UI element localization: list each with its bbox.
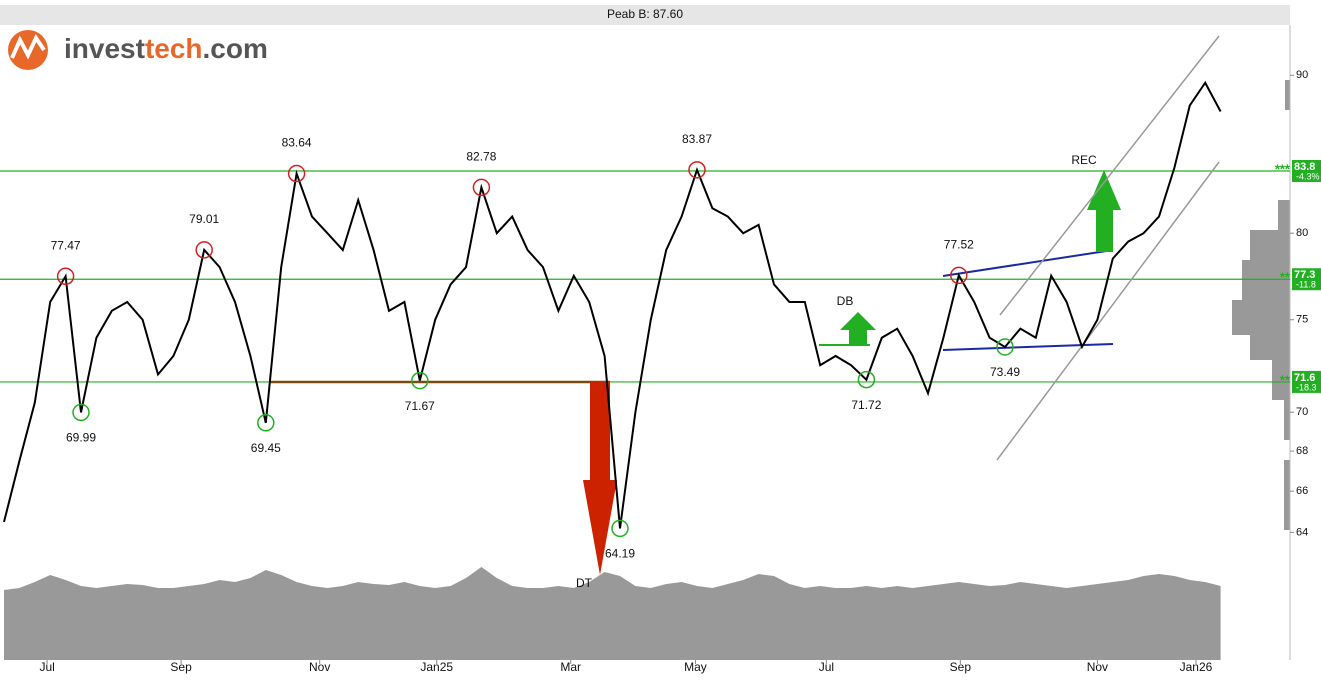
level-change: -4.3% [1296,171,1320,181]
peak-marker [56,267,75,286]
x-tick-label: Jan25 [420,660,453,674]
level-box [1292,268,1321,291]
x-tick-label: Jan26 [1180,660,1213,674]
level-change: -11.8 [1296,280,1316,290]
level-strength: ** [1280,270,1291,285]
annotation: DT [576,576,593,590]
chart-title: Peab B: 87.60 [607,7,683,21]
logo-part: tech [145,33,203,64]
profile-bar [1272,360,1290,400]
level-value: 77.3 [1294,269,1315,281]
logo-part: invest [64,33,145,64]
level-box [1292,370,1321,393]
y-tick-label: 80 [1296,227,1308,239]
peak-marker [688,161,706,179]
trough-label: 69.45 [251,441,281,455]
trough-marker [257,414,275,432]
x-tick-label: May [684,660,707,674]
profile-bar [1285,80,1290,110]
y-tick-label: 66 [1296,485,1308,497]
rect-top [942,249,1114,277]
profile-bar [1242,260,1290,300]
x-tick-label: Sep [950,660,972,674]
y-tick-label: 68 [1296,445,1308,457]
level-strength: ** [1280,372,1291,387]
peak-marker [950,266,968,285]
peak-label: 77.52 [944,238,974,252]
trough-marker [72,403,90,422]
logo-part: .com [203,33,268,64]
annotation: DB [837,294,854,308]
trough-label: 69.99 [66,431,96,445]
trough-label: 71.67 [405,399,435,413]
x-tick-label: Nov [1087,660,1108,674]
peak-label: 77.47 [51,238,81,252]
x-tick-label: Jul [39,660,54,674]
header-bar [0,5,1290,25]
level-strength: *** [1275,161,1291,176]
price-line [3,80,1222,529]
logo: investtech.com [8,30,268,70]
profile-bar [1278,200,1290,230]
x-tick-label: Jul [819,660,834,674]
x-tick-label: Sep [170,660,192,674]
y-tick-label: 75 [1296,314,1308,326]
trough-marker [857,370,876,389]
logo-text: investtech.com [64,33,268,64]
trend-lower [996,161,1220,461]
peak-label: 79.01 [189,212,219,226]
profile-bar [1284,400,1290,440]
level-box [1292,159,1321,182]
peak-marker [287,164,306,183]
trough-label: 71.72 [851,398,881,412]
volume-area [4,567,1221,660]
profile-bar [1250,335,1290,360]
peak-label: 83.64 [282,136,312,150]
trough-marker [611,519,629,538]
dt-arrow [583,382,617,575]
rect-bottom [942,343,1114,351]
x-tick-label: Nov [309,660,330,674]
profile-bar [1250,230,1290,260]
peak-marker [472,178,491,197]
volume-profile [1232,80,1290,530]
logo-icon-line [10,33,46,60]
y-tick-label: 90 [1296,69,1308,81]
rec-arrow [1087,170,1121,252]
trough-marker [996,338,1014,356]
y-tick-label: 64 [1296,526,1308,538]
level-value: 83.8 [1294,161,1315,173]
trough-marker [411,371,429,390]
profile-bar [1232,300,1290,335]
peak-label: 83.87 [682,132,712,146]
level-value: 71.6 [1294,372,1315,384]
level-change: -18.3 [1296,382,1317,392]
x-tick-label: Mar [560,660,581,674]
db-arrow [840,312,876,345]
patterns: DT DB REC [270,35,1220,590]
profile-bar [1284,460,1290,530]
y-tick-label: 70 [1296,406,1308,418]
trough-label: 73.49 [990,365,1020,379]
peak-label: 82.78 [466,150,496,164]
annotation: REC [1071,153,1097,167]
peak-marker [195,241,213,259]
trough-label: 64.19 [605,547,635,561]
trend-upper [999,35,1220,316]
